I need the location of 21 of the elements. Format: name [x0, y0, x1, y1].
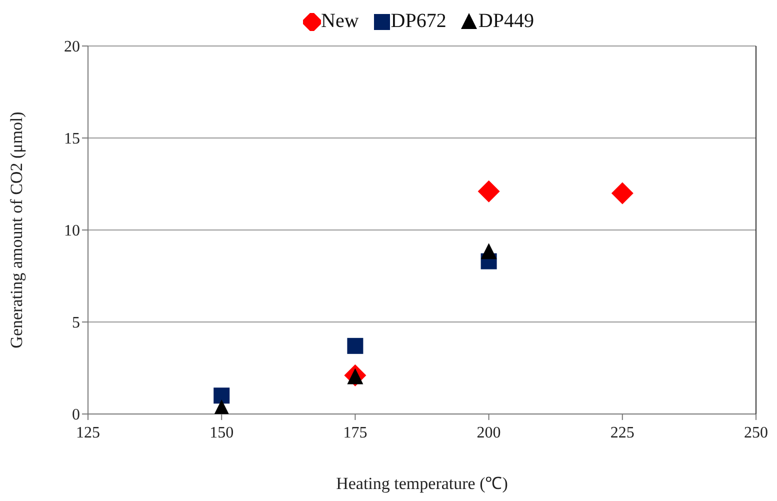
x-tick-label: 175: [343, 424, 368, 442]
point: [480, 243, 497, 260]
x-tick-label: 225: [610, 424, 634, 442]
x-tick-label: 125: [76, 424, 100, 442]
x-axis-title: Heating temperature (℃): [336, 474, 508, 493]
y-axis-title: Generating amount of CO2 (μmol): [7, 112, 26, 348]
y-tick-label: 5: [72, 314, 80, 332]
legend-label: DP672: [390, 10, 446, 33]
legend-label: New: [321, 10, 359, 33]
point: [214, 388, 230, 404]
y-tick-label: 15: [64, 130, 80, 148]
point: [611, 182, 634, 204]
point: [478, 180, 500, 202]
y-tick-label: 0: [72, 406, 80, 424]
legend-label: DP449: [478, 10, 534, 33]
x-tick-label: 250: [744, 424, 768, 442]
x-tick-label: 150: [210, 424, 234, 442]
y-tick-label: 20: [64, 38, 80, 56]
point: [347, 338, 364, 354]
x-tick-label: 200: [476, 424, 501, 442]
y-tick-label: 10: [64, 222, 80, 240]
